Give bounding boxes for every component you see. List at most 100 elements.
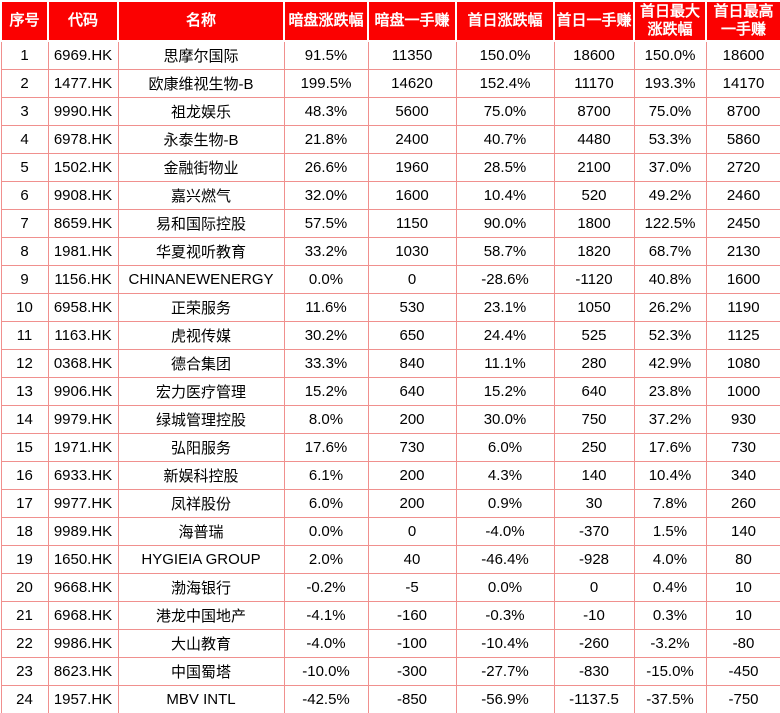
cell-first-day-one-lot-profit: 30 xyxy=(553,488,635,518)
cell-first-day-one-lot-profit: -260 xyxy=(553,628,635,658)
cell-grey-market-change: 199.5% xyxy=(283,68,369,98)
cell-first-day-change: 40.7% xyxy=(455,124,555,154)
cell-first-day-high-one-lot-profit: 1125 xyxy=(705,320,780,350)
cell-first-day-max-change: 150.0% xyxy=(633,40,707,70)
cell-first-day-change: -56.9% xyxy=(455,684,555,713)
cell-first-day-change: 152.4% xyxy=(455,68,555,98)
cell-code: 1163.HK xyxy=(47,320,119,350)
cell-first-day-one-lot-profit: -1120 xyxy=(553,264,635,294)
table-row: 22 9986.HK 大山教育 -4.0% -100 -10.4% -260 -3.2% -80 xyxy=(0,628,780,658)
col-header-first-day-one-lot-profit: 首日一手赚 xyxy=(553,0,635,42)
cell-first-day-high-one-lot-profit: 10 xyxy=(705,572,780,602)
cell-no: 19 xyxy=(0,544,49,574)
table-row: 16 6933.HK 新娱科控股 6.1% 200 4.3% 140 10.4% 340 xyxy=(0,460,780,490)
cell-first-day-change: -46.4% xyxy=(455,544,555,574)
cell-first-day-high-one-lot-profit: 930 xyxy=(705,404,780,434)
cell-first-day-one-lot-profit: 18600 xyxy=(553,40,635,70)
table-row: 9 1156.HK CHINANEWENERGY 0.0% 0 -28.6% -1120 40… xyxy=(0,264,780,294)
cell-first-day-high-one-lot-profit: 140 xyxy=(705,516,780,546)
cell-first-day-high-one-lot-profit: 1190 xyxy=(705,292,780,322)
cell-grey-market-one-lot-profit: -300 xyxy=(367,656,457,686)
cell-grey-market-change: 0.0% xyxy=(283,264,369,294)
table-row: 12 0368.HK 德合集团 33.3% 840 11.1% 280 42.9% 1080 xyxy=(0,348,780,378)
cell-no: 15 xyxy=(0,432,49,462)
cell-code: 9989.HK xyxy=(47,516,119,546)
table-row: 6 9908.HK 嘉兴燃气 32.0% 1600 10.4% 520 49.2% 2460 xyxy=(0,180,780,210)
cell-first-day-max-change: 40.8% xyxy=(633,264,707,294)
cell-name: 新娱科控股 xyxy=(117,460,285,490)
cell-code: 9990.HK xyxy=(47,96,119,126)
table-row: 24 1957.HK MBV INTL -42.5% -850 -56.9% -1137.5… xyxy=(0,684,780,713)
cell-code: 6958.HK xyxy=(47,292,119,322)
cell-code: 8623.HK xyxy=(47,656,119,686)
cell-no: 14 xyxy=(0,404,49,434)
cell-first-day-change: 23.1% xyxy=(455,292,555,322)
cell-no: 2 xyxy=(0,68,49,98)
cell-first-day-high-one-lot-profit: 14170 xyxy=(705,68,780,98)
cell-code: 1971.HK xyxy=(47,432,119,462)
cell-grey-market-change: 6.1% xyxy=(283,460,369,490)
cell-code: 1981.HK xyxy=(47,236,119,266)
cell-grey-market-one-lot-profit: 730 xyxy=(367,432,457,462)
cell-name: 绿城管理控股 xyxy=(117,404,285,434)
cell-first-day-one-lot-profit: 140 xyxy=(553,460,635,490)
cell-grey-market-change: 32.0% xyxy=(283,180,369,210)
cell-no: 6 xyxy=(0,180,49,210)
cell-first-day-change: 4.3% xyxy=(455,460,555,490)
cell-first-day-high-one-lot-profit: -450 xyxy=(705,656,780,686)
table-row: 19 1650.HK HYGIEIA GROUP 2.0% 40 -46.4% -928 4.… xyxy=(0,544,780,574)
cell-code: 1957.HK xyxy=(47,684,119,713)
cell-grey-market-one-lot-profit: -100 xyxy=(367,628,457,658)
cell-first-day-high-one-lot-profit: 80 xyxy=(705,544,780,574)
cell-first-day-high-one-lot-profit: 340 xyxy=(705,460,780,490)
cell-code: 1502.HK xyxy=(47,152,119,182)
cell-no: 18 xyxy=(0,516,49,546)
cell-first-day-high-one-lot-profit: 1080 xyxy=(705,348,780,378)
cell-first-day-high-one-lot-profit: 10 xyxy=(705,600,780,630)
table-row: 20 9668.HK 渤海银行 -0.2% -5 0.0% 0 0.4% 10 xyxy=(0,572,780,602)
cell-first-day-high-one-lot-profit: 2450 xyxy=(705,208,780,238)
cell-grey-market-change: 15.2% xyxy=(283,376,369,406)
cell-grey-market-one-lot-profit: 1960 xyxy=(367,152,457,182)
cell-first-day-max-change: 1.5% xyxy=(633,516,707,546)
col-header-name: 名称 xyxy=(117,0,285,42)
cell-grey-market-one-lot-profit: 200 xyxy=(367,460,457,490)
cell-code: 8659.HK xyxy=(47,208,119,238)
cell-grey-market-change: 2.0% xyxy=(283,544,369,574)
cell-code: 9908.HK xyxy=(47,180,119,210)
cell-first-day-one-lot-profit: 0 xyxy=(553,572,635,602)
cell-no: 7 xyxy=(0,208,49,238)
cell-grey-market-one-lot-profit: 840 xyxy=(367,348,457,378)
cell-first-day-high-one-lot-profit: -80 xyxy=(705,628,780,658)
cell-name: HYGIEIA GROUP xyxy=(117,544,285,574)
cell-first-day-max-change: 4.0% xyxy=(633,544,707,574)
cell-first-day-change: 150.0% xyxy=(455,40,555,70)
col-header-first-day-change: 首日涨跌幅 xyxy=(455,0,555,42)
table-row: 18 9989.HK 海普瑞 0.0% 0 -4.0% -370 1.5% 140 xyxy=(0,516,780,546)
cell-first-day-change: 90.0% xyxy=(455,208,555,238)
cell-first-day-change: -28.6% xyxy=(455,264,555,294)
cell-first-day-max-change: 0.3% xyxy=(633,600,707,630)
cell-first-day-change: -0.3% xyxy=(455,600,555,630)
cell-code: 1156.HK xyxy=(47,264,119,294)
cell-first-day-high-one-lot-profit: 730 xyxy=(705,432,780,462)
cell-grey-market-one-lot-profit: -5 xyxy=(367,572,457,602)
cell-first-day-one-lot-profit: -370 xyxy=(553,516,635,546)
cell-grey-market-change: 30.2% xyxy=(283,320,369,350)
cell-name: 大山教育 xyxy=(117,628,285,658)
cell-first-day-max-change: 26.2% xyxy=(633,292,707,322)
cell-name: 祖龙娱乐 xyxy=(117,96,285,126)
cell-first-day-one-lot-profit: 4480 xyxy=(553,124,635,154)
cell-name: 弘阳服务 xyxy=(117,432,285,462)
table-row: 10 6958.HK 正荣服务 11.6% 530 23.1% 1050 26.2% 1190 xyxy=(0,292,780,322)
cell-first-day-change: -10.4% xyxy=(455,628,555,658)
cell-code: 9668.HK xyxy=(47,572,119,602)
cell-code: 0368.HK xyxy=(47,348,119,378)
cell-first-day-one-lot-profit: -928 xyxy=(553,544,635,574)
cell-grey-market-one-lot-profit: 640 xyxy=(367,376,457,406)
cell-first-day-change: 6.0% xyxy=(455,432,555,462)
table-row: 7 8659.HK 易和国际控股 57.5% 1150 90.0% 1800 122.5% 24… xyxy=(0,208,780,238)
cell-name: 中国蜀塔 xyxy=(117,656,285,686)
cell-first-day-change: 0.0% xyxy=(455,572,555,602)
